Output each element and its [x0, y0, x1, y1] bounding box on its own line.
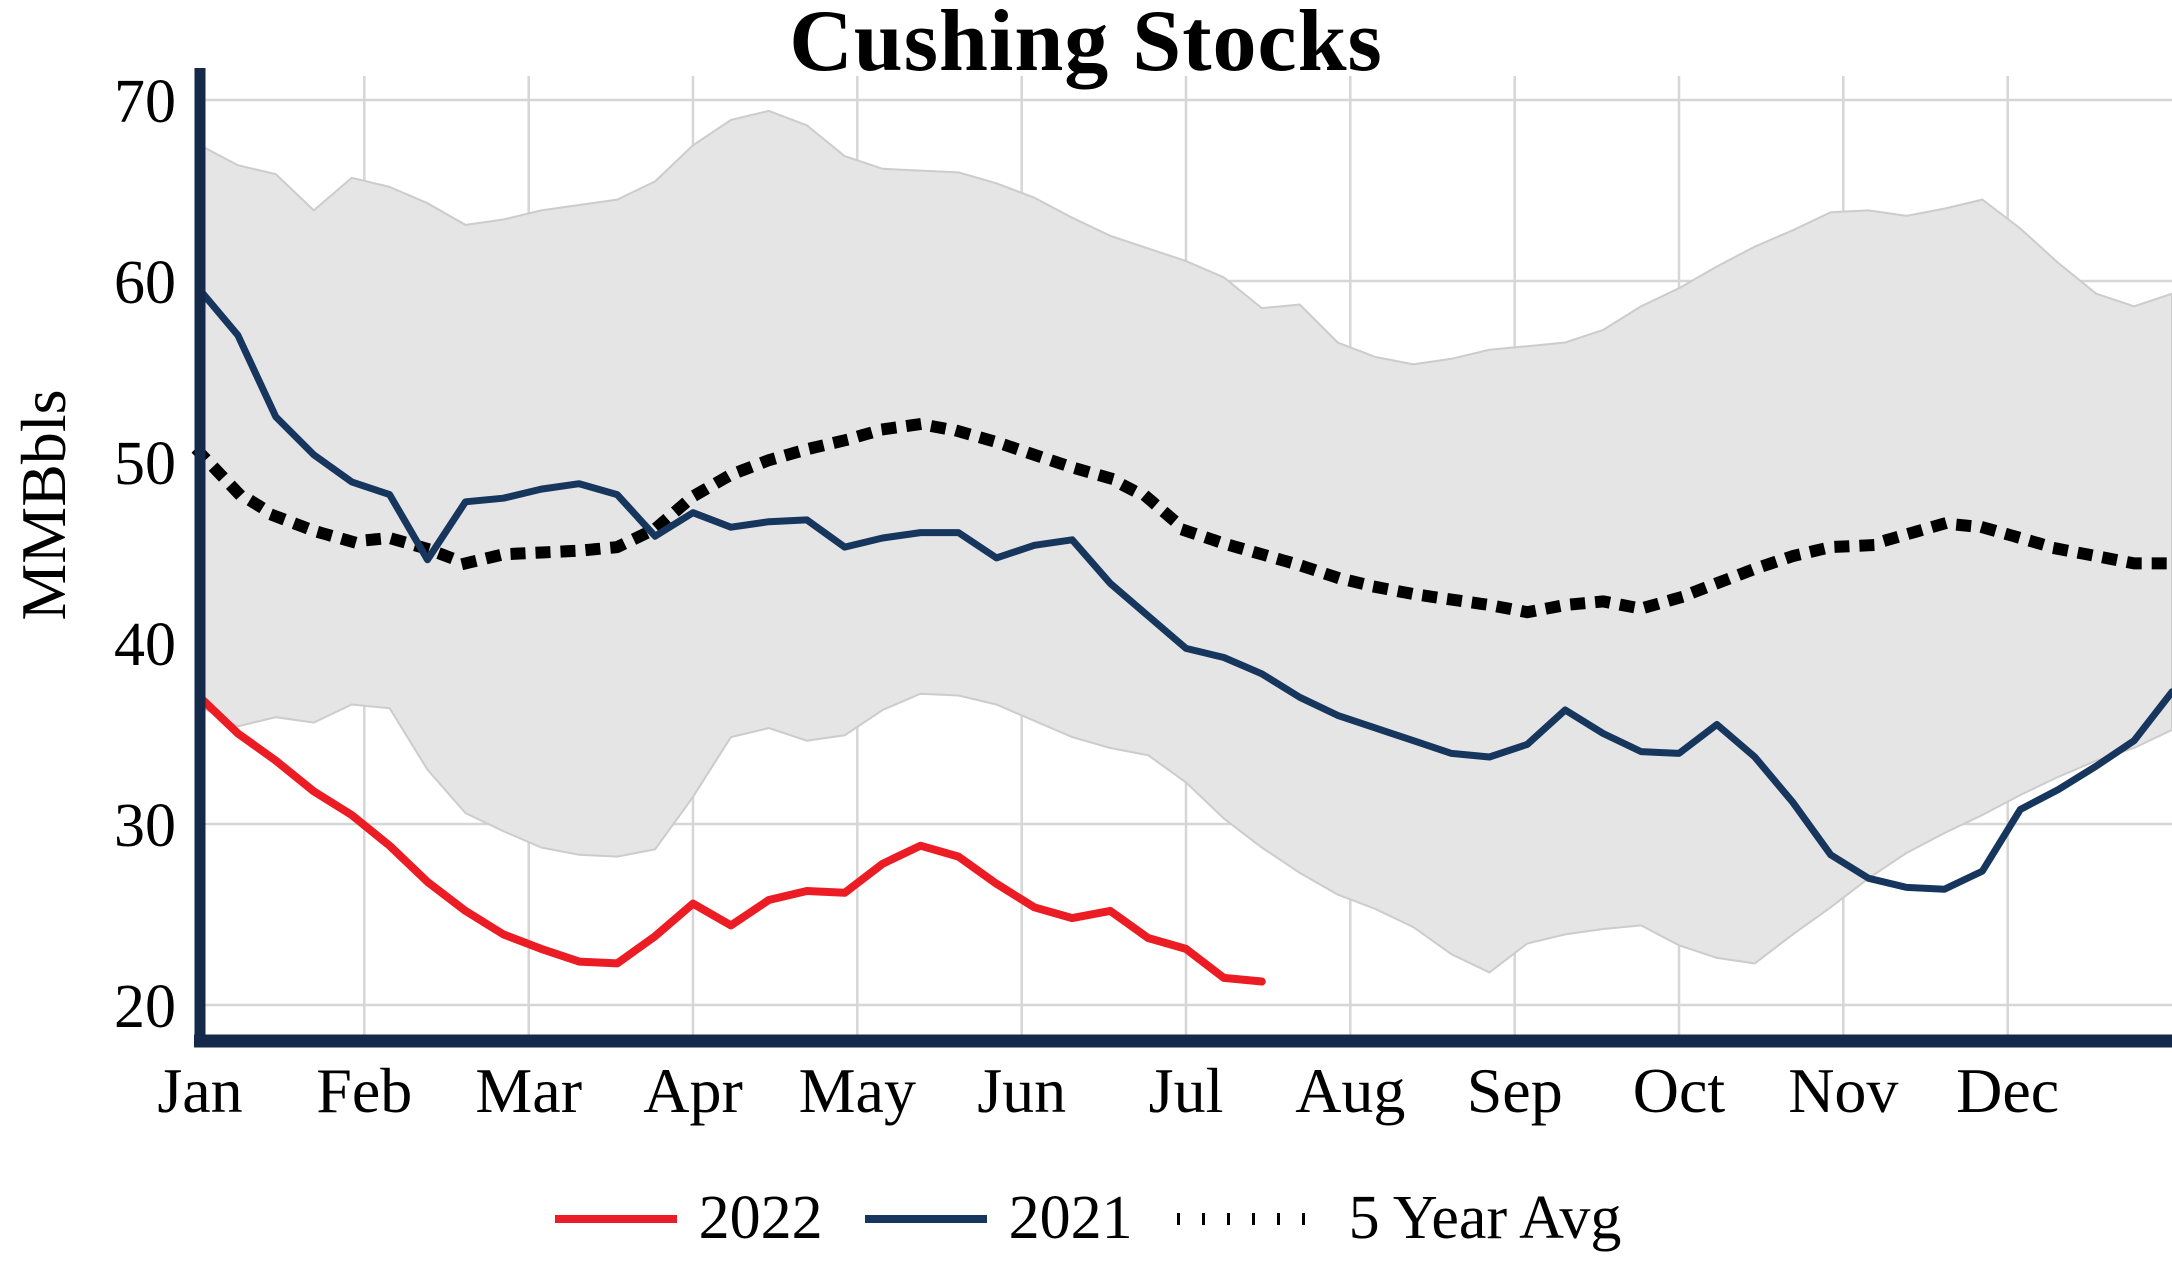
chart-title: Cushing Stocks	[789, 0, 1383, 90]
legend-item-2021: 2021	[861, 1183, 1133, 1254]
legend: 2022 2021 5 Year Avg	[0, 1183, 2172, 1254]
legend-label-5-year-avg: 5 Year Avg	[1348, 1184, 1622, 1252]
series-2021-line	[196, 286, 2172, 893]
legend-item-5-year-avg: 5 Year Avg	[1171, 1183, 1622, 1254]
y-tick-label: 40	[114, 611, 176, 679]
x-tick-label-jul: Jul	[1149, 1055, 1224, 1126]
five-year-avg-line	[191, 418, 2172, 619]
legend-sample-2021-line	[864, 1214, 987, 1223]
y-tick-label: 30	[114, 792, 176, 860]
legend-label-2021: 2021	[1008, 1184, 1133, 1252]
series-2022-line	[196, 693, 1266, 986]
y-tick-label: 70	[114, 68, 176, 136]
y-tick-label: 60	[114, 249, 176, 317]
x-tick-label-jan: Jan	[157, 1055, 242, 1126]
legend-sample-2022-line	[554, 1214, 677, 1223]
legend-item-2022: 2022	[551, 1183, 823, 1254]
x-tick-label-aug: Aug	[1295, 1055, 1405, 1126]
five-year-range-band	[199, 109, 2172, 974]
legend-label-2022: 2022	[698, 1184, 823, 1252]
y-tick-label: 50	[114, 430, 176, 498]
legend-sample-avg-dotted-line	[1176, 1212, 1325, 1225]
x-tick-label-mar: Mar	[475, 1055, 582, 1126]
x-tick-label-oct: Oct	[1633, 1055, 1726, 1126]
x-tick-label-dec: Dec	[1956, 1055, 2059, 1126]
x-tick-label-apr: Apr	[643, 1055, 743, 1126]
x-tick-label-feb: Feb	[316, 1055, 412, 1126]
x-tick-label-may: May	[799, 1055, 916, 1126]
y-tick-label: 20	[114, 973, 176, 1041]
x-tick-label-sep: Sep	[1467, 1055, 1563, 1126]
x-tick-label-nov: Nov	[1788, 1055, 1898, 1126]
x-tick-label-jun: Jun	[977, 1055, 1066, 1126]
